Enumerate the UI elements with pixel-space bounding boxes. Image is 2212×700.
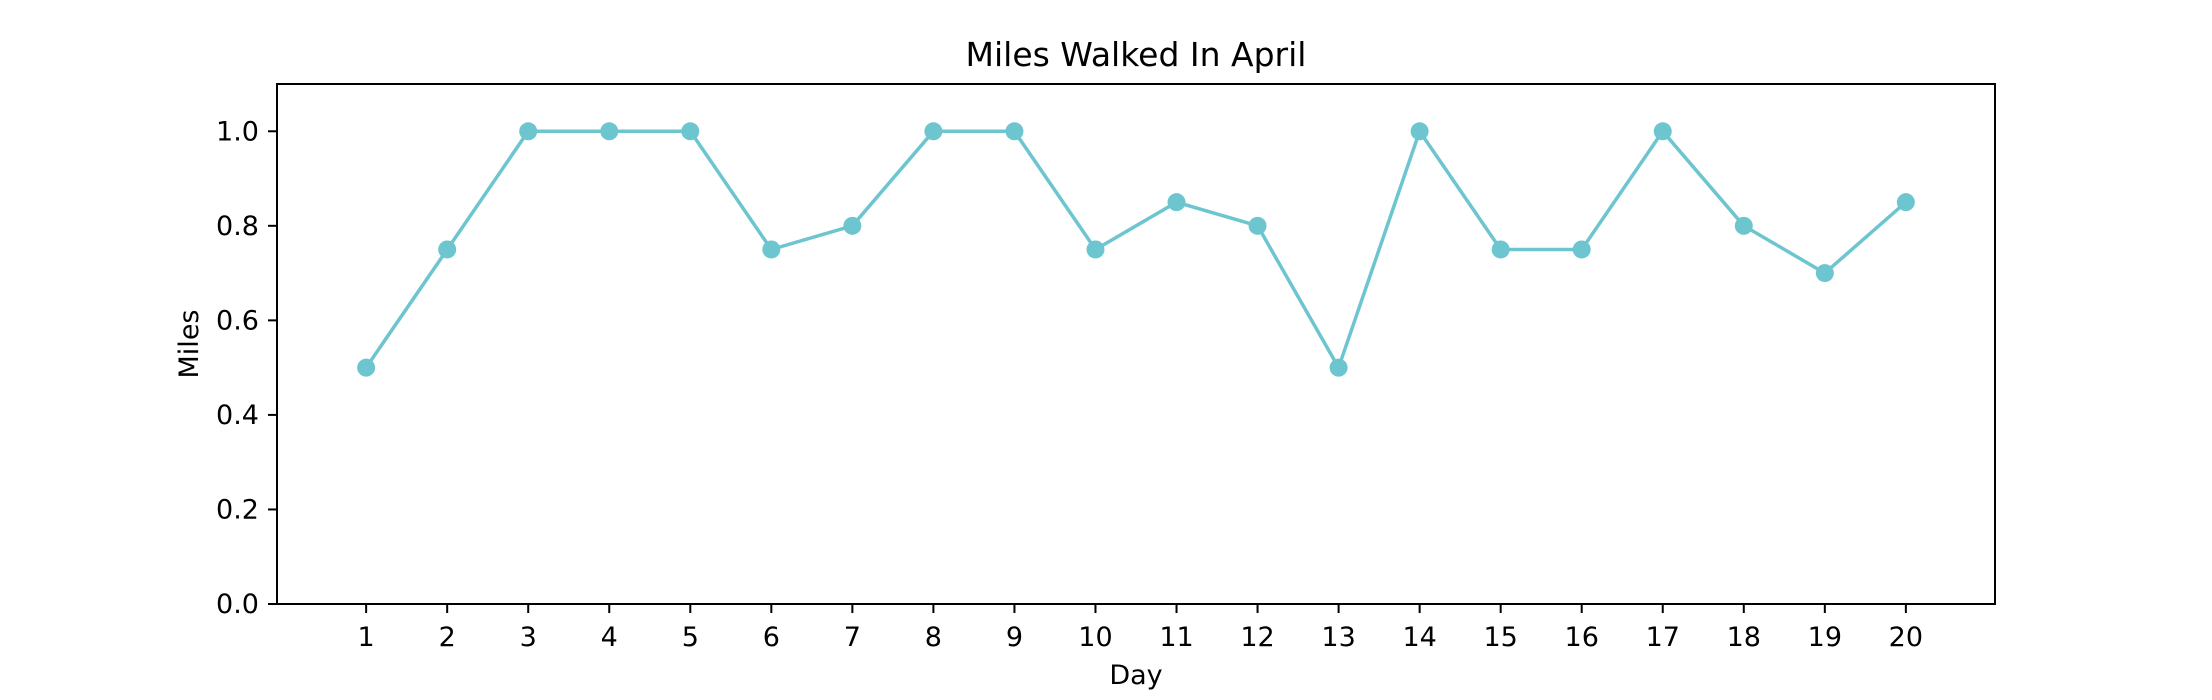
data-point [681, 122, 700, 141]
x-tick-label: 14 [1402, 622, 1436, 653]
data-point [1005, 122, 1024, 141]
x-tick-label: 20 [1889, 622, 1923, 653]
x-tick-label: 8 [925, 622, 942, 653]
y-tick-label: 1.0 [216, 116, 259, 147]
x-tick-label: 13 [1321, 622, 1355, 653]
y-tick-label: 0.6 [216, 305, 259, 336]
y-tick-label: 0.4 [216, 400, 259, 431]
x-tick-label: 12 [1240, 622, 1274, 653]
data-point [438, 240, 457, 259]
data-point [762, 240, 781, 259]
data-point [1572, 240, 1591, 259]
x-tick-label: 7 [844, 622, 861, 653]
data-point [1491, 240, 1510, 259]
x-tick-label: 6 [763, 622, 780, 653]
data-point [1896, 193, 1915, 212]
data-point [924, 122, 943, 141]
x-axis-label: Day [1109, 660, 1162, 691]
data-point [1167, 193, 1186, 212]
x-tick-label: 15 [1483, 622, 1517, 653]
data-point [1653, 122, 1672, 141]
x-tick-label: 16 [1565, 622, 1599, 653]
x-tick-label: 9 [1006, 622, 1023, 653]
chart-title: Miles Walked In April [966, 35, 1307, 74]
data-point [1410, 122, 1429, 141]
data-point [357, 358, 376, 377]
y-tick-label: 0.0 [216, 589, 259, 620]
x-tick-label: 11 [1159, 622, 1193, 653]
x-tick-label: 1 [358, 622, 375, 653]
series-layer [357, 122, 1915, 377]
x-tick-label: 2 [439, 622, 456, 653]
x-tick-label: 19 [1808, 622, 1842, 653]
data-point [1248, 216, 1267, 235]
data-point [1329, 358, 1348, 377]
series-line [364, 129, 1908, 370]
x-tick-label: 5 [682, 622, 699, 653]
x-tick-label: 18 [1727, 622, 1761, 653]
x-tick-label: 10 [1078, 622, 1112, 653]
x-axis: 1 2 3 4 5 6 7 8 9 10 11 12 13 14 15 16 17 18 19 20 [358, 604, 1923, 653]
y-tick-label: 0.8 [216, 211, 259, 242]
data-point [1086, 240, 1105, 259]
x-tick-label: 3 [520, 622, 537, 653]
y-tick-label: 0.2 [216, 494, 259, 525]
data-point [1734, 216, 1753, 235]
data-point [843, 216, 862, 235]
data-point [1815, 264, 1834, 283]
y-axis: 0.0 0.2 0.4 0.6 0.8 1.0 [216, 116, 277, 620]
x-tick-label: 4 [601, 622, 618, 653]
data-point [600, 122, 619, 141]
x-tick-label: 17 [1646, 622, 1680, 653]
data-point [519, 122, 538, 141]
plot-area-frame [276, 83, 1996, 605]
y-axis-label: Miles [174, 310, 205, 379]
